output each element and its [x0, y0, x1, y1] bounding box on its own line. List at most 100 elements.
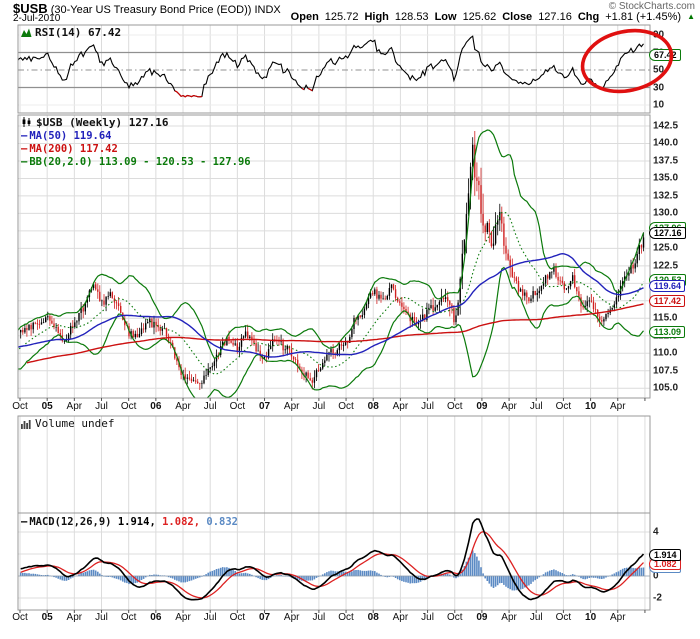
x-axis-label: Jul [203, 612, 217, 623]
volume-legend: Volume undef [21, 417, 114, 430]
x-axis-label: 10 [585, 401, 597, 412]
x-axis-label: Jul [95, 612, 108, 623]
x-axis-label: 09 [476, 612, 488, 623]
x-axis-label: Oct [229, 612, 246, 623]
rsi-legend: RSI(14) 67.42 [21, 26, 121, 39]
macd-value-box: 1.914 [649, 548, 681, 561]
x-axis-label: 06 [150, 612, 162, 623]
x-axis-label: Oct [338, 401, 354, 412]
ma50-legend: — MA(50) 119.64 [21, 130, 112, 142]
x-axis-label: Jul [95, 401, 108, 412]
candlestick-icon [21, 117, 33, 128]
x-axis-label: Oct [120, 401, 137, 412]
ohlc-quote-row: Open 125.72 High 128.53 Low 125.62 Close… [291, 11, 695, 23]
high-value: 128.53 [394, 11, 429, 23]
x-axis-label: Oct [446, 612, 463, 623]
price-value-box: 127.16 [649, 227, 686, 240]
price-legend-text: $USB (Weekly) 127.16 [36, 116, 169, 129]
high-label: High [364, 11, 389, 23]
x-axis-label: 07 [258, 401, 271, 412]
ma50-line-swatch: — [21, 130, 27, 142]
rsi-axis-tick: 50 [653, 64, 665, 76]
open-label: Open [290, 11, 319, 23]
x-axis-label: 10 [585, 612, 597, 623]
macd-legend: — MACD(12,26,9) 1.914, 1.082, 0.832 [21, 516, 238, 528]
x-axis-label: Jul [421, 401, 434, 412]
x-axis-label: Jul [312, 612, 326, 623]
quote-date: 2-Jul-2010 [13, 13, 61, 24]
x-axis-label: 08 [367, 401, 379, 412]
close-label: Close [502, 11, 533, 23]
price-axis-tick: 105.0 [653, 382, 679, 394]
bb-line-swatch: — [21, 156, 27, 168]
price-value-box: 113.09 [649, 325, 686, 338]
x-axis-label: Oct [12, 612, 28, 623]
rsi-legend-text: RSI(14) 67.42 [35, 26, 122, 39]
x-axis-label: Apr [283, 401, 300, 412]
price-axis-tick: 125.0 [653, 242, 679, 254]
x-axis-label: Apr [175, 612, 191, 623]
macd-axis-tick: 0 [653, 570, 659, 582]
macd-legend-text: MACD(12,26,9) 1.914, 1.082, 0.832 [29, 516, 238, 528]
x-axis-label: Jul [421, 612, 434, 623]
ticker-symbol: $USB [13, 1, 48, 16]
ma200-legend: — MA(200) 117.42 [21, 143, 118, 155]
price-axis-tick: 132.5 [653, 190, 679, 202]
x-axis-label: Oct [446, 401, 463, 412]
up-arrow-icon: ▲ [687, 12, 695, 21]
volume-bars-icon [21, 419, 32, 429]
close-value: 127.16 [538, 11, 572, 23]
price-value-box: 117.42 [649, 295, 686, 308]
x-axis-label: Apr [175, 401, 191, 412]
rsi-axis-tick: 30 [653, 82, 665, 93]
x-axis-label: Apr [66, 401, 83, 412]
x-axis-label: Oct [229, 401, 246, 412]
chg-label: Chg [577, 11, 600, 23]
x-axis-label: Oct [120, 612, 137, 623]
rsi-value-box: 67.42 [649, 48, 681, 61]
stockcharts-credit: © StockCharts.com [608, 1, 695, 12]
rsi-axis-tick: 10 [653, 99, 665, 111]
bb-legend-text: BB(20,2.0) 113.09 - 120.53 - 127.96 [29, 156, 251, 168]
open-value: 125.72 [324, 11, 359, 23]
price-axis-tick: 110.0 [653, 347, 678, 359]
price-axis-tick: 107.5 [653, 365, 679, 377]
x-axis-label: 07 [258, 612, 271, 623]
x-axis-label: Apr [609, 401, 626, 412]
price-axis-tick: 115.0 [653, 312, 678, 324]
x-axis-label: 09 [476, 401, 488, 412]
chg-value: +1.81 (+1.45%) [605, 11, 682, 23]
x-axis-label: 08 [367, 612, 379, 623]
x-axis-label: Apr [283, 612, 300, 623]
bollinger-legend: — BB(20,2.0) 113.09 - 120.53 - 127.96 [21, 156, 251, 168]
macd-params: MACD(12,26,9) [29, 516, 118, 528]
low-value: 125.62 [462, 11, 497, 23]
x-axis-label: Jul [203, 401, 217, 412]
ticker-description: (30-Year US Treasury Bond Price (EOD)) I… [50, 4, 281, 16]
x-axis-label: Oct [555, 612, 572, 623]
price-axis-tick: 122.5 [653, 260, 679, 272]
volume-legend-text: Volume undef [35, 417, 115, 430]
price-axis-tick: 130.0 [653, 207, 679, 219]
x-axis-label: Oct [338, 612, 354, 623]
chart-title: $USB (30-Year US Treasury Bond Price (EOD… [13, 0, 281, 18]
rsi-axis-tick: 90 [653, 29, 665, 41]
low-label: Low [434, 11, 457, 23]
x-axis-label: Apr [392, 612, 409, 623]
rsi-icon [21, 28, 32, 38]
x-axis-label: Jul [529, 401, 543, 412]
ma200-legend-text: MA(200) 117.42 [29, 143, 118, 155]
x-axis-label: Oct [555, 401, 572, 412]
x-axis-label: Apr [501, 401, 517, 412]
x-axis-label: Apr [392, 401, 409, 412]
macd-signal-value: 1.082, [155, 516, 201, 528]
price-axis-tick: 142.5 [653, 120, 679, 132]
x-axis-label: Apr [501, 612, 517, 623]
macd-axis-tick: 4 [653, 526, 659, 538]
macd-value: 1.914, [117, 516, 156, 528]
price-axis-tick: 137.5 [653, 155, 679, 167]
price-axis-tick: 135.0 [653, 172, 679, 184]
ma200-line-swatch: — [21, 143, 27, 155]
